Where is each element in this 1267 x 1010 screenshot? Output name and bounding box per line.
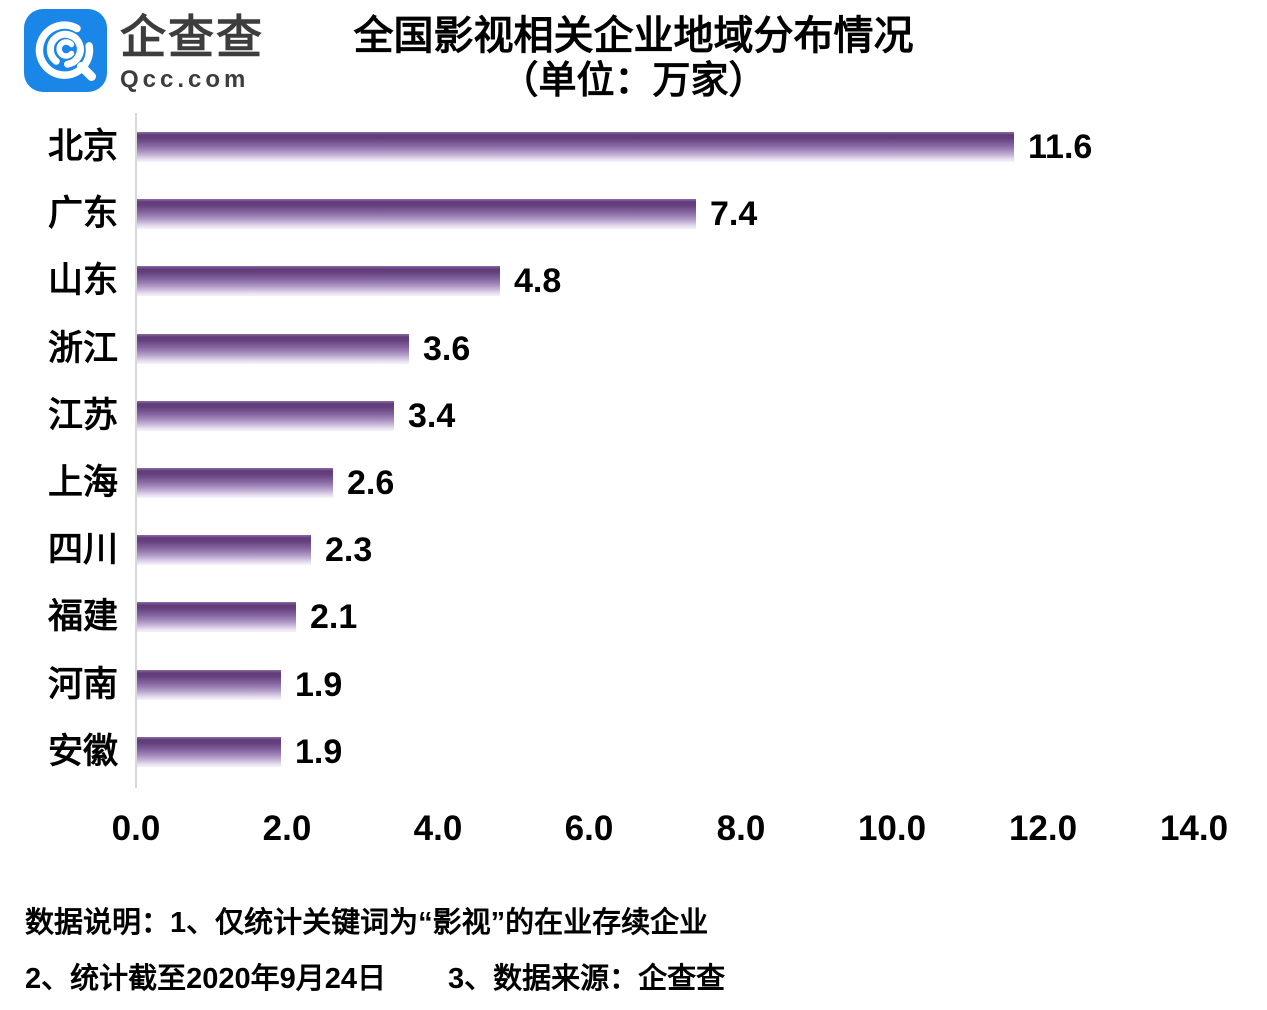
chart-title: 全国影视相关企业地域分布情况 bbox=[353, 14, 914, 58]
qcc-logo: 企查查 Qcc.com bbox=[24, 9, 264, 94]
bar bbox=[137, 737, 281, 767]
footnote-note3: 3、数据来源：企查查 bbox=[448, 963, 726, 995]
category-label: 上海 bbox=[47, 463, 118, 502]
category-label: 北京 bbox=[47, 127, 118, 166]
category-label: 浙江 bbox=[47, 329, 118, 368]
bar bbox=[137, 199, 696, 229]
category-label: 河南 bbox=[47, 665, 118, 704]
value-label: 3.6 bbox=[423, 330, 471, 368]
bar bbox=[137, 401, 394, 431]
footnote-note2: 2、统计截至2020年9月24日 bbox=[25, 963, 387, 995]
bar bbox=[137, 334, 409, 364]
bar bbox=[137, 468, 333, 498]
category-label: 四川 bbox=[47, 530, 118, 569]
bar bbox=[137, 535, 311, 565]
x-axis-tick-label: 6.0 bbox=[564, 809, 614, 848]
x-axis-tick-label: 10.0 bbox=[857, 809, 927, 848]
category-label: 安徽 bbox=[47, 732, 118, 771]
value-label: 1.9 bbox=[295, 666, 343, 704]
category-label: 山东 bbox=[47, 261, 118, 300]
x-axis-tick-label: 0.0 bbox=[111, 809, 161, 848]
qcc-logo-name: 企查查 bbox=[120, 11, 264, 63]
title-block: 全国影视相关企业地域分布情况 （单位：万家） bbox=[0, 13, 1267, 103]
category-label: 广东 bbox=[47, 194, 118, 233]
x-axis-tick-label: 14.0 bbox=[1159, 809, 1229, 848]
value-label: 2.3 bbox=[325, 531, 373, 569]
bar bbox=[137, 602, 296, 632]
value-label: 11.6 bbox=[1028, 128, 1093, 166]
footnote-note1: 数据说明：1、仅统计关键词为“影视”的在业存续企业 bbox=[25, 907, 709, 939]
value-label: 2.1 bbox=[310, 598, 358, 636]
x-axis-tick-label: 8.0 bbox=[716, 809, 766, 848]
x-axis-tick-label: 4.0 bbox=[413, 809, 463, 848]
x-axis-tick-label: 12.0 bbox=[1008, 809, 1078, 848]
bar bbox=[137, 132, 1014, 162]
category-label: 江苏 bbox=[47, 396, 118, 435]
value-label: 4.8 bbox=[514, 262, 562, 300]
qcc-logo-domain: Qcc.com bbox=[120, 66, 250, 93]
x-axis-tick-label: 2.0 bbox=[262, 809, 312, 848]
chart-subtitle: （单位：万家） bbox=[500, 60, 767, 102]
value-label: 1.9 bbox=[295, 733, 343, 771]
bar bbox=[137, 266, 500, 296]
value-label: 3.4 bbox=[408, 397, 456, 435]
value-label: 2.6 bbox=[347, 464, 395, 502]
value-label: 7.4 bbox=[710, 195, 758, 233]
qcc-logo-icon bbox=[24, 9, 107, 92]
qcc-logo-text: 企查查 Qcc.com bbox=[120, 9, 264, 94]
bar bbox=[137, 670, 281, 700]
y-axis-line bbox=[135, 113, 137, 788]
category-label: 福建 bbox=[47, 597, 118, 636]
footnote-line-1: 数据说明：1、仅统计关键词为“影视”的在业存续企业 bbox=[25, 905, 708, 941]
footnote-line-2: 2、统计截至2020年9月24日 3、数据来源：企查查 bbox=[25, 961, 725, 997]
